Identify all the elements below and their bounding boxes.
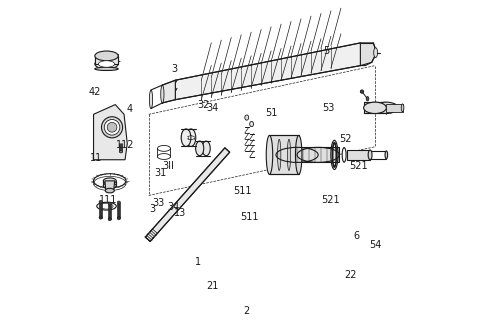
Ellipse shape xyxy=(374,48,378,57)
Ellipse shape xyxy=(158,154,170,159)
Ellipse shape xyxy=(368,150,372,160)
Text: 3: 3 xyxy=(172,64,178,74)
Text: 34: 34 xyxy=(168,202,180,212)
Text: 6: 6 xyxy=(354,231,360,241)
Ellipse shape xyxy=(181,129,191,146)
Polygon shape xyxy=(146,148,230,242)
Ellipse shape xyxy=(104,183,117,189)
Ellipse shape xyxy=(375,102,398,113)
Text: 22: 22 xyxy=(344,270,357,280)
Ellipse shape xyxy=(196,141,203,156)
Polygon shape xyxy=(360,43,376,66)
Text: 31: 31 xyxy=(154,168,166,178)
Ellipse shape xyxy=(342,148,346,162)
Ellipse shape xyxy=(278,139,281,170)
Ellipse shape xyxy=(97,202,116,210)
Ellipse shape xyxy=(385,151,388,159)
Polygon shape xyxy=(386,104,402,112)
Ellipse shape xyxy=(364,102,386,113)
Ellipse shape xyxy=(366,96,369,101)
Text: 34: 34 xyxy=(206,103,219,113)
Text: 54: 54 xyxy=(369,240,381,250)
Ellipse shape xyxy=(99,200,102,203)
Ellipse shape xyxy=(98,61,114,67)
Ellipse shape xyxy=(120,150,122,153)
Text: 3: 3 xyxy=(150,204,156,214)
Text: 111: 111 xyxy=(99,195,117,205)
Ellipse shape xyxy=(202,141,210,156)
Text: 52: 52 xyxy=(340,134,352,144)
Text: 3II: 3II xyxy=(162,161,174,171)
Ellipse shape xyxy=(402,104,404,112)
Ellipse shape xyxy=(250,122,254,126)
Polygon shape xyxy=(95,56,118,64)
Text: 51: 51 xyxy=(265,108,278,118)
Ellipse shape xyxy=(95,51,118,61)
Polygon shape xyxy=(176,43,365,100)
Ellipse shape xyxy=(100,203,113,209)
Text: 32: 32 xyxy=(198,99,210,110)
Ellipse shape xyxy=(160,85,164,103)
Ellipse shape xyxy=(245,115,248,120)
Ellipse shape xyxy=(360,90,364,93)
Text: 521: 521 xyxy=(350,161,368,171)
Polygon shape xyxy=(94,105,128,160)
Ellipse shape xyxy=(95,67,118,70)
Polygon shape xyxy=(117,202,120,218)
Text: 13: 13 xyxy=(174,208,186,218)
Text: 11: 11 xyxy=(90,153,102,163)
Ellipse shape xyxy=(288,139,290,170)
Ellipse shape xyxy=(108,202,112,205)
Polygon shape xyxy=(297,147,340,162)
Ellipse shape xyxy=(105,188,115,193)
Text: 42: 42 xyxy=(88,87,101,96)
Ellipse shape xyxy=(296,135,302,174)
Text: 511: 511 xyxy=(240,212,258,222)
Ellipse shape xyxy=(107,123,117,132)
Text: 511: 511 xyxy=(234,185,252,196)
Ellipse shape xyxy=(266,135,272,174)
Text: 41: 41 xyxy=(110,54,122,64)
Polygon shape xyxy=(162,80,175,103)
Text: 521: 521 xyxy=(321,195,340,205)
Text: 21: 21 xyxy=(206,281,219,291)
Ellipse shape xyxy=(117,201,120,204)
Ellipse shape xyxy=(186,129,196,146)
Polygon shape xyxy=(99,202,102,217)
Text: 2: 2 xyxy=(244,306,250,316)
Polygon shape xyxy=(364,102,386,113)
Ellipse shape xyxy=(108,217,112,221)
Ellipse shape xyxy=(183,133,188,141)
Ellipse shape xyxy=(99,216,102,219)
Text: 4: 4 xyxy=(127,104,133,114)
Polygon shape xyxy=(105,181,115,191)
Ellipse shape xyxy=(182,130,188,143)
Ellipse shape xyxy=(102,117,122,138)
Ellipse shape xyxy=(104,120,120,135)
Ellipse shape xyxy=(95,59,118,69)
Ellipse shape xyxy=(117,216,120,220)
Ellipse shape xyxy=(158,145,170,151)
Text: 1: 1 xyxy=(195,257,201,267)
Polygon shape xyxy=(270,135,298,174)
Text: 33: 33 xyxy=(152,198,164,208)
Polygon shape xyxy=(348,150,370,160)
Text: 53: 53 xyxy=(322,103,334,113)
Text: 5: 5 xyxy=(323,46,330,56)
Ellipse shape xyxy=(150,90,152,109)
Text: 112: 112 xyxy=(116,140,134,150)
Polygon shape xyxy=(108,203,112,219)
Ellipse shape xyxy=(104,178,117,184)
